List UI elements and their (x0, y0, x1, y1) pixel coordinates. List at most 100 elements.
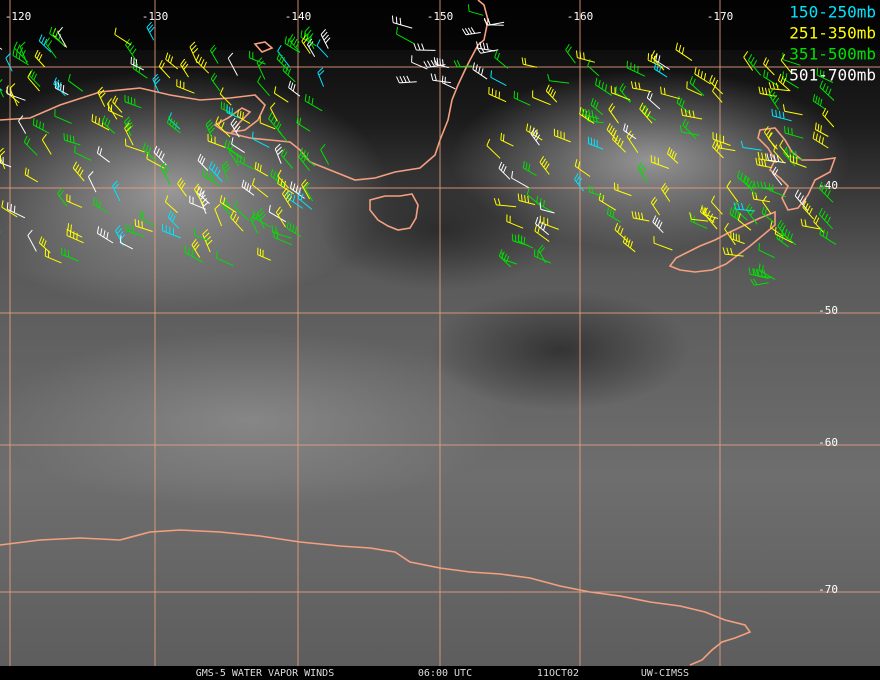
dry-slot (430, 290, 690, 410)
wind-barb (547, 73, 570, 84)
wind-barb (730, 231, 745, 245)
cloud-band (0, 330, 510, 510)
longitude-label: -150 (427, 10, 454, 23)
wind-barb (162, 223, 181, 239)
wind-barb (286, 221, 302, 238)
wind-barb (513, 90, 531, 106)
wind-barb (740, 140, 762, 151)
wind-barb (595, 77, 613, 96)
wind-barb (106, 98, 118, 120)
wind-barb (12, 48, 29, 66)
wind-barb (96, 226, 114, 244)
wind-barb (125, 38, 137, 62)
wind-barb (517, 234, 534, 249)
wind-barb (160, 161, 171, 185)
wind-barb (61, 247, 79, 262)
wind-barb (391, 15, 413, 29)
wind-barb (716, 140, 736, 152)
wind-barb (195, 54, 210, 74)
wind-barb (680, 108, 703, 120)
wind-barb (768, 81, 790, 92)
wind-barb (762, 195, 772, 215)
latitude-label: -50 (818, 304, 838, 317)
wind-barb (93, 197, 109, 214)
wind-barb (501, 252, 518, 265)
wind-barb (816, 68, 834, 83)
wind-barb (209, 44, 219, 64)
wind-barb (300, 30, 317, 47)
footer: GMS-5 WATER VAPOR WINDS 06:00 UTC 11OCT02 U… (196, 668, 689, 679)
wind-barb (539, 202, 555, 214)
wind-barb (651, 50, 665, 71)
wind-barb (763, 69, 780, 87)
wind-barb (630, 81, 652, 93)
wind-barb (13, 41, 29, 63)
wind-barb (112, 180, 121, 202)
wind-barb (45, 37, 57, 59)
latitude-label: -60 (818, 436, 838, 449)
longitude-label: -160 (567, 10, 594, 23)
wind-barb (142, 142, 157, 162)
wind-barb (66, 193, 83, 208)
wind-barb (275, 206, 287, 228)
wind-barb (539, 215, 559, 230)
wind-barb (101, 115, 116, 134)
wind-barb (789, 154, 807, 168)
wind-barb (87, 171, 97, 193)
wind-barb (743, 175, 757, 196)
wind-barb (500, 132, 514, 147)
longitude-label: -170 (707, 10, 734, 23)
footer-text: 06:00 UTC (418, 668, 472, 679)
wind-barb (216, 251, 234, 267)
wind-barb (755, 157, 772, 169)
wind-barb (286, 190, 303, 209)
wind-barb (38, 236, 51, 254)
wind-barb (534, 249, 551, 264)
wind-barb (234, 200, 250, 221)
wind-barb (812, 131, 829, 149)
wind-barb (219, 195, 237, 214)
wind-barb (758, 263, 776, 280)
wind-barb (236, 153, 255, 170)
wind-barb (763, 126, 776, 148)
wind-barb (506, 214, 524, 229)
wind-barb (124, 94, 142, 109)
footer-text: 11OCT02 (537, 668, 579, 679)
wind-barb (814, 122, 829, 137)
wind-barb (753, 180, 774, 190)
wind-barb (301, 35, 311, 54)
wind-barb (758, 243, 775, 259)
wind-barb (777, 219, 788, 240)
wind-barb (251, 131, 270, 148)
wind-barb (66, 228, 84, 244)
wind-barb (639, 102, 653, 124)
wind-barb (231, 137, 245, 154)
wind-barb (0, 147, 6, 169)
wind-barb (626, 60, 646, 77)
wind-barb (254, 161, 269, 177)
wind-barb (511, 171, 529, 189)
wind-barb (220, 101, 236, 116)
wind-barb (614, 182, 632, 197)
wind-barb (72, 161, 85, 182)
wind-barb (675, 42, 693, 62)
wind-barb (774, 227, 793, 244)
wind-barb (0, 79, 4, 98)
wind-barb (230, 117, 241, 138)
wind-barb (152, 73, 161, 93)
latitude-label: -40 (818, 179, 838, 192)
latitude-label: -70 (818, 583, 838, 596)
wind-barb (553, 128, 571, 143)
wind-barb (650, 196, 661, 216)
wind-barb (686, 81, 703, 96)
wind-barb (134, 218, 153, 232)
wind-barb (74, 145, 92, 161)
wind-barb (646, 91, 661, 110)
legend: 150-250mb 251-350mb 351-500mb 501-700mb (789, 3, 876, 85)
wind-barb (411, 55, 428, 70)
wind-barb (652, 215, 664, 234)
wind-barb (614, 223, 629, 243)
wind-barb (819, 80, 835, 101)
wind-barb (197, 153, 209, 171)
wind-barb (430, 73, 451, 84)
